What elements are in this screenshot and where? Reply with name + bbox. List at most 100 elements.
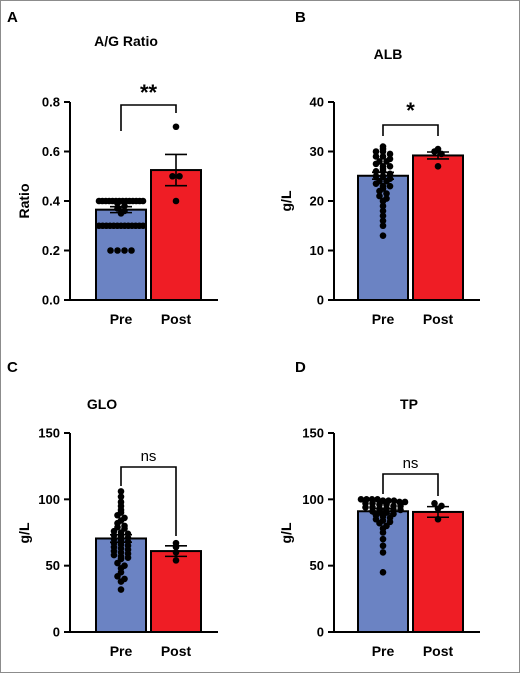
- data-point: [117, 493, 125, 500]
- bar-pre: [357, 174, 409, 302]
- data-point: [383, 190, 390, 197]
- y-tick-label: 40: [310, 95, 324, 110]
- data-point: [438, 150, 445, 158]
- data-point: [379, 542, 387, 550]
- bar-post: [150, 169, 202, 301]
- chart-panel-a: A A/G Ratio Ratio 0.0 0.2 0.4 0.6 0.8 Pre Post **: [7, 9, 218, 327]
- data-point: [379, 148, 387, 155]
- data-point: [117, 488, 125, 495]
- data-point: [434, 505, 442, 512]
- chart-title: A/G Ratio: [94, 33, 158, 49]
- bar-post: [412, 154, 464, 301]
- panel-letter: C: [7, 359, 18, 376]
- data-point: [114, 511, 121, 519]
- significance-bracket: [120, 104, 177, 131]
- y-tick-label: 0: [53, 625, 60, 640]
- data-point: [172, 543, 180, 551]
- significance-bracket: [120, 466, 177, 536]
- data-point: [128, 247, 135, 254]
- data-point: [372, 172, 380, 180]
- data-point: [114, 572, 121, 580]
- bar-post: [412, 510, 464, 634]
- data-point: [379, 549, 387, 556]
- y-tick-label: 0.2: [42, 243, 60, 258]
- data-point: [431, 500, 438, 507]
- y-tick-label: 0: [317, 625, 324, 640]
- x-tick-label: Post: [423, 311, 454, 327]
- data-point: [379, 529, 387, 536]
- y-tick-label: 50: [46, 558, 60, 573]
- panel-letter: B: [295, 9, 306, 26]
- chart-title: GLO: [87, 396, 117, 412]
- y-tick-label: 100: [38, 492, 60, 507]
- data-point: [107, 247, 114, 254]
- data-point: [362, 503, 369, 511]
- data-point: [379, 172, 387, 180]
- chart-panel-b: B ALB g/L 0 10 20 30 40 Pre Post *: [278, 9, 480, 327]
- data-point: [172, 197, 180, 205]
- x-tick-label: Pre: [110, 643, 133, 659]
- data-point: [357, 496, 365, 503]
- panel-letter: A: [7, 9, 18, 26]
- y-tick-label: 0.4: [42, 194, 61, 209]
- data-point: [117, 210, 125, 217]
- y-tick-label: 0.0: [42, 293, 60, 308]
- data-point: [172, 123, 180, 131]
- chart-panel-c: C GLO g/L 0 50 100 150 Pre Post ns: [7, 359, 218, 659]
- chart-panel-d: D TP g/L 0 50 100 150 Pre Post ns: [278, 359, 480, 659]
- data-point: [390, 497, 398, 504]
- data-point: [386, 182, 394, 190]
- significance-label: ns: [403, 455, 419, 472]
- data-point: [379, 197, 387, 205]
- data-point: [383, 177, 390, 185]
- data-point: [374, 496, 381, 503]
- data-point: [372, 148, 380, 155]
- y-tick-label: 10: [310, 243, 324, 258]
- y-axis-label: Ratio: [16, 184, 32, 219]
- data-point: [372, 160, 380, 168]
- data-point: [139, 197, 147, 205]
- significance-bracket: [382, 124, 439, 136]
- x-tick-label: Pre: [110, 311, 133, 327]
- bar-post: [150, 550, 202, 633]
- data-point: [372, 180, 380, 187]
- data-point: [379, 212, 387, 220]
- data-point: [124, 554, 132, 562]
- chart-title: ALB: [374, 46, 403, 62]
- data-point: [121, 202, 128, 210]
- data-point: [172, 557, 180, 564]
- panel-letter: D: [295, 359, 306, 376]
- data-point: [379, 569, 387, 576]
- data-point: [172, 549, 180, 556]
- y-tick-label: 30: [310, 144, 324, 159]
- data-point: [114, 200, 121, 207]
- data-point: [386, 150, 394, 158]
- data-point: [176, 172, 183, 180]
- significance-label: *: [406, 98, 415, 123]
- data-point: [117, 586, 125, 593]
- data-point: [372, 168, 380, 175]
- data-point: [379, 232, 387, 239]
- data-point: [434, 163, 442, 170]
- data-point: [114, 205, 121, 212]
- significance-label: ns: [141, 448, 157, 465]
- data-point: [379, 207, 387, 215]
- data-point: [376, 192, 383, 200]
- y-axis-label: g/L: [16, 522, 32, 543]
- data-point: [383, 158, 390, 165]
- x-tick-label: Post: [161, 311, 192, 327]
- data-point: [376, 187, 383, 195]
- y-tick-label: 0: [317, 293, 324, 308]
- data-point: [401, 498, 409, 506]
- x-tick-label: Pre: [372, 311, 395, 327]
- data-point: [379, 535, 387, 543]
- data-point: [431, 148, 438, 155]
- data-point: [121, 247, 128, 254]
- y-tick-label: 100: [302, 492, 324, 507]
- y-axis-label: g/L: [278, 522, 294, 543]
- x-tick-label: Post: [423, 643, 454, 659]
- data-point: [379, 217, 387, 225]
- y-axis-label: g/L: [278, 190, 294, 211]
- y-tick-label: 0.8: [42, 95, 60, 110]
